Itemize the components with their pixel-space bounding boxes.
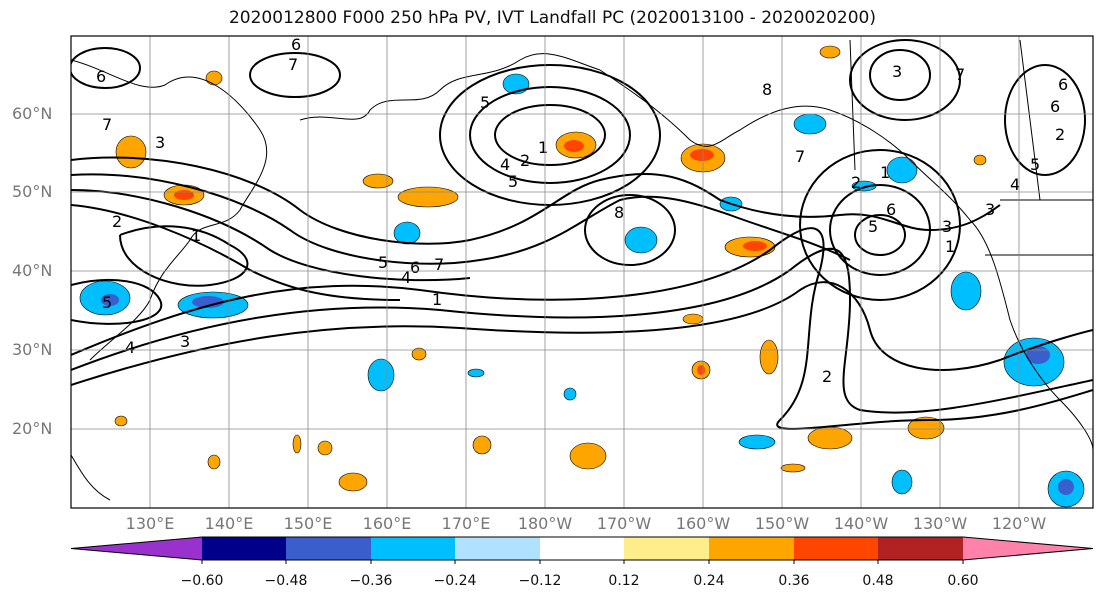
contour-label: 3 [155, 133, 165, 152]
contour-label: 5 [1030, 155, 1040, 174]
contour-label: 8 [614, 203, 624, 222]
contour-label: 1 [945, 237, 955, 256]
contour-label: 4 [401, 268, 411, 287]
contour-label: 2 [822, 367, 832, 386]
colorbar-tick-label: 0.12 [608, 573, 640, 589]
lon-label: 160°W [675, 514, 731, 533]
colorbar-tick-label: 0.36 [778, 573, 810, 589]
map-frame [70, 35, 1094, 509]
colorbar-tick-label: −0.36 [349, 573, 393, 589]
contour-label: 6 [96, 67, 106, 86]
contour-label: 4 [1010, 175, 1020, 194]
contour-label: 3 [985, 200, 995, 219]
lon-label: 140°E [204, 514, 254, 533]
lon-label: 130°W [912, 514, 968, 533]
contour-label: 2 [851, 173, 861, 192]
contour-label: 5 [480, 93, 490, 112]
contour-label-layer: 6 7 6 5 2 1 4 5 8 1 2 3 7 8 7 6 5 3 2 1 … [96, 35, 1068, 386]
contour-label: 1 [880, 163, 890, 182]
contour-layer [71, 39, 1093, 430]
colorbar-tick-label: −0.60 [180, 573, 224, 589]
contour-label: 6 [886, 200, 896, 219]
contour-label: 6 [410, 258, 420, 277]
contour-label: 4 [125, 338, 135, 357]
contour-label: 1 [538, 138, 548, 157]
colorbar-tick-label: −0.48 [264, 573, 308, 589]
contour-label: 5 [868, 217, 878, 236]
contour-label: 3 [180, 332, 190, 351]
colorbar-tick-label: 0.24 [693, 573, 725, 589]
lon-label: 130°E [125, 514, 175, 533]
lon-label: 120°W [991, 514, 1047, 533]
lon-label: 160°E [362, 514, 412, 533]
contour-label: 5 [508, 172, 518, 191]
contour-label: 2 [112, 212, 122, 231]
contour-label: 4 [500, 155, 510, 174]
contour-label: 1 [191, 226, 201, 245]
lon-label: 140°W [833, 514, 889, 533]
contour-label: 5 [102, 293, 112, 312]
lon-label: 170°W [596, 514, 652, 533]
colorbar-tick-label: 0.48 [862, 573, 894, 589]
contour-label: 7 [955, 65, 965, 84]
colorbar-tick-label: −0.24 [433, 573, 477, 589]
contour-label: 6 [1058, 75, 1068, 94]
lat-label: 30°N [12, 340, 53, 359]
lon-label: 150°W [754, 514, 810, 533]
contour-label: 7 [434, 255, 444, 274]
lon-label: 150°E [283, 514, 333, 533]
lat-label: 20°N [12, 419, 53, 438]
contour-label: 2 [520, 151, 530, 170]
contour-label: 7 [795, 147, 805, 166]
contour-label: 8 [762, 80, 772, 99]
contour-label: 2 [1055, 125, 1065, 144]
contour-label: 6 [291, 35, 301, 54]
gridlines [71, 36, 1093, 508]
colorbar-tick-label: −0.12 [518, 573, 562, 589]
lon-label: 170°E [441, 514, 491, 533]
lat-label: 50°N [12, 182, 53, 201]
shading-layer [79, 45, 1085, 508]
contour-label: 7 [102, 115, 112, 134]
contour-label: 3 [942, 217, 952, 236]
contour-label: 5 [378, 253, 388, 272]
lat-label: 40°N [12, 261, 53, 280]
lon-label: 180°W [517, 514, 573, 533]
contour-label: 1 [432, 290, 442, 309]
map-title: 2020012800 F000 250 hPa PV, IVT Landfall… [228, 8, 876, 28]
lat-label: 60°N [12, 104, 53, 123]
contour-label: 6 [1050, 97, 1060, 116]
contour-label: 7 [288, 55, 298, 74]
colorbar-tick-label: 0.60 [947, 573, 979, 589]
contour-label: 3 [892, 62, 902, 81]
